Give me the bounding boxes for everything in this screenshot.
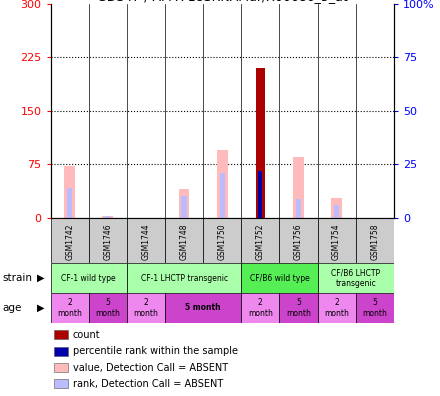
Text: GSM1750: GSM1750 bbox=[218, 223, 227, 260]
Bar bbox=[54, 363, 68, 372]
Text: 5
month: 5 month bbox=[95, 298, 120, 318]
Text: GSM1758: GSM1758 bbox=[370, 223, 379, 260]
Text: 5
month: 5 month bbox=[286, 298, 311, 318]
Bar bbox=[51, 293, 89, 323]
Text: rank, Detection Call = ABSENT: rank, Detection Call = ABSENT bbox=[73, 379, 223, 389]
Text: percentile rank within the sample: percentile rank within the sample bbox=[73, 346, 238, 356]
Text: GSM1744: GSM1744 bbox=[141, 223, 150, 260]
Bar bbox=[356, 218, 394, 263]
Bar bbox=[356, 293, 394, 323]
Text: GSM1756: GSM1756 bbox=[294, 223, 303, 260]
Text: CF-1 wild type: CF-1 wild type bbox=[62, 274, 116, 283]
Bar bbox=[127, 293, 165, 323]
Text: ▶: ▶ bbox=[37, 303, 44, 313]
Bar bbox=[279, 293, 318, 323]
Text: GSM1746: GSM1746 bbox=[103, 223, 112, 260]
Bar bbox=[64, 166, 75, 218]
Bar bbox=[334, 205, 339, 218]
Text: ▶: ▶ bbox=[37, 273, 44, 283]
Bar bbox=[127, 218, 165, 263]
Bar bbox=[89, 293, 127, 323]
Bar bbox=[279, 218, 318, 263]
Text: 2
month: 2 month bbox=[133, 298, 158, 318]
Bar bbox=[331, 198, 342, 218]
Bar bbox=[217, 150, 227, 218]
Bar bbox=[51, 263, 127, 293]
Bar bbox=[89, 218, 127, 263]
Bar bbox=[51, 218, 89, 263]
Text: 5 month: 5 month bbox=[185, 303, 221, 312]
Text: GSM1752: GSM1752 bbox=[256, 223, 265, 260]
Bar bbox=[293, 157, 304, 218]
Bar bbox=[54, 379, 68, 388]
Bar bbox=[67, 188, 72, 218]
Bar bbox=[103, 216, 113, 218]
Text: value, Detection Call = ABSENT: value, Detection Call = ABSENT bbox=[73, 362, 228, 373]
Bar bbox=[241, 293, 279, 323]
Text: strain: strain bbox=[2, 273, 32, 283]
Bar bbox=[318, 293, 356, 323]
Bar bbox=[179, 189, 189, 218]
Bar bbox=[318, 263, 394, 293]
Text: 2
month: 2 month bbox=[57, 298, 82, 318]
Bar bbox=[165, 293, 241, 323]
Bar bbox=[241, 263, 318, 293]
Bar bbox=[105, 216, 110, 218]
Text: 5
month: 5 month bbox=[362, 298, 387, 318]
Text: GSM1754: GSM1754 bbox=[332, 223, 341, 260]
Title: GDS47 / AFFX-18SRNAMur/X00686_5_at: GDS47 / AFFX-18SRNAMur/X00686_5_at bbox=[97, 0, 348, 3]
Bar bbox=[165, 218, 203, 263]
Text: GSM1742: GSM1742 bbox=[65, 223, 74, 260]
Bar bbox=[318, 218, 356, 263]
Bar bbox=[241, 218, 279, 263]
Bar bbox=[258, 171, 262, 218]
Text: CF/B6 LHCTP
transgenic: CF/B6 LHCTP transgenic bbox=[331, 268, 380, 288]
Text: count: count bbox=[73, 330, 100, 340]
Text: GSM1748: GSM1748 bbox=[180, 223, 189, 260]
Bar bbox=[54, 330, 68, 339]
Bar bbox=[256, 68, 264, 218]
Text: 2
month: 2 month bbox=[248, 298, 273, 318]
Text: 2
month: 2 month bbox=[324, 298, 349, 318]
Text: CF/B6 wild type: CF/B6 wild type bbox=[249, 274, 309, 283]
Bar bbox=[220, 173, 225, 218]
Bar bbox=[181, 196, 187, 218]
Text: CF-1 LHCTP transgenic: CF-1 LHCTP transgenic bbox=[140, 274, 227, 283]
Text: age: age bbox=[2, 303, 22, 313]
Bar bbox=[203, 218, 241, 263]
Bar bbox=[127, 263, 241, 293]
Bar bbox=[296, 198, 301, 218]
Bar bbox=[54, 347, 68, 356]
